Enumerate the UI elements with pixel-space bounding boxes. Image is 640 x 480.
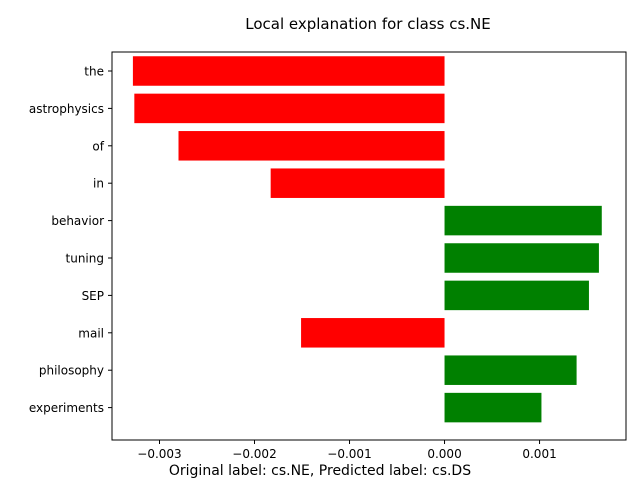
y-tick-label: SEP (82, 289, 104, 303)
bar-astrophysics (134, 93, 445, 124)
bar-tuning (444, 243, 599, 273)
bar-mail (301, 318, 445, 348)
x-tick-label: 0.001 (522, 447, 556, 461)
y-ticks-group: the astrophysics of in behavior tuning SEP mail… (29, 65, 112, 415)
y-tick-label: the (84, 65, 104, 79)
label-caption: Original label: cs.NE, Predicted label: … (169, 463, 471, 479)
plot-frame (111, 51, 627, 441)
bars-group (132, 56, 602, 423)
x-tick-label: −0.002 (232, 447, 276, 461)
x-ticks-group: −0.003 −0.002 −0.001 0.000 0.001 (137, 440, 557, 461)
y-tick-label: behavior (51, 214, 104, 228)
x-tick-label: −0.003 (137, 447, 181, 461)
bar-philosophy (444, 355, 577, 385)
x-tick-label: −0.001 (327, 447, 371, 461)
x-tick-label: 0.000 (427, 447, 461, 461)
y-tick-label: philosophy (39, 364, 104, 378)
chart-title: Local explanation for class cs.NE (245, 15, 491, 33)
y-tick-label: experiments (29, 401, 104, 415)
bar-in (270, 168, 445, 198)
bar-the (132, 56, 445, 86)
bar-behavior (444, 205, 602, 236)
y-tick-label: mail (78, 326, 104, 340)
y-tick-label: in (93, 177, 104, 191)
y-tick-label: of (92, 139, 104, 153)
y-tick-label: astrophysics (29, 102, 104, 116)
bar-experiments (444, 392, 542, 423)
bar-sep (444, 280, 589, 311)
bar-of (178, 131, 445, 161)
y-tick-label: tuning (66, 252, 104, 266)
